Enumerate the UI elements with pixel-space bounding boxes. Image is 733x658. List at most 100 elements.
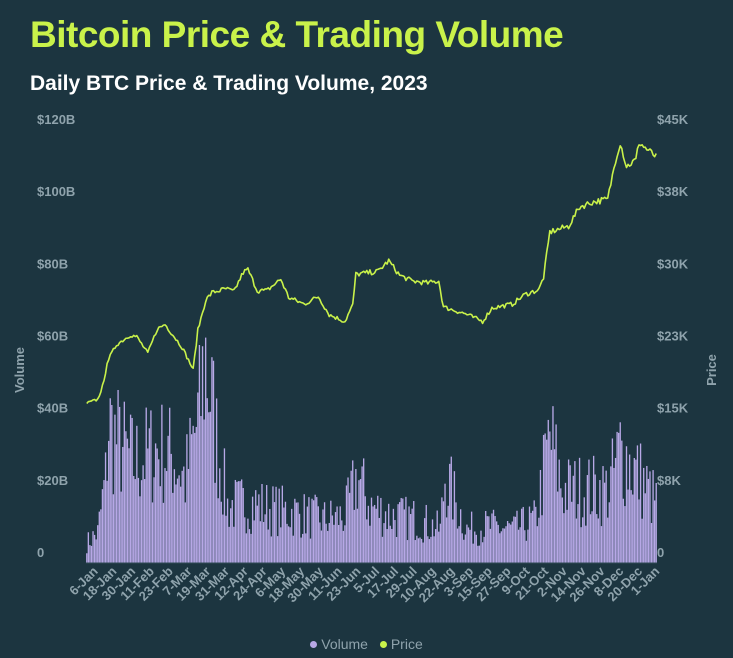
volume-bar <box>569 465 571 563</box>
y-left-tick-label: $120B <box>37 112 75 127</box>
volume-bar <box>154 443 157 563</box>
volume-bar <box>641 518 643 563</box>
volume-bar <box>639 443 642 563</box>
volume-bar <box>314 494 316 563</box>
volume-bar <box>535 506 537 563</box>
volume-bar <box>547 419 549 563</box>
volume-bar <box>469 529 471 563</box>
volume-bar <box>505 526 507 563</box>
volume-bar <box>211 357 213 563</box>
volume-bar <box>222 514 224 563</box>
legend-item-volume[interactable]: Volume <box>310 636 368 652</box>
volume-bar <box>253 520 255 563</box>
volume-bar <box>111 405 113 563</box>
volume-bar <box>485 510 487 563</box>
volume-bar <box>530 512 532 563</box>
volume-bar <box>230 508 232 563</box>
volume-bar <box>472 543 474 563</box>
volume-bar <box>649 471 651 563</box>
volume-bar <box>212 360 215 563</box>
volume-bar <box>489 528 492 563</box>
volume-bar <box>311 498 313 563</box>
volume-bar <box>655 482 657 563</box>
legend-label-price: Price <box>390 636 423 652</box>
volume-bar <box>187 468 190 563</box>
volume-bar <box>337 524 340 563</box>
volume-bar <box>170 453 172 563</box>
volume-bar <box>217 498 219 563</box>
volume-bar <box>553 449 556 563</box>
volume-bar <box>325 523 327 563</box>
chart-title: Bitcoin Price & Trading Volume <box>30 14 564 55</box>
volume-bar <box>564 482 567 563</box>
volume-bar <box>328 522 330 563</box>
volume-bar <box>488 516 490 563</box>
volume-bar <box>194 432 196 563</box>
volume-bar <box>621 440 623 563</box>
volume-bar <box>427 536 429 563</box>
volume-bar <box>492 509 495 563</box>
volume-bar <box>292 535 294 563</box>
volume-bar <box>114 414 116 563</box>
y-left-tick-label: 0 <box>37 545 44 560</box>
volume-bar <box>122 446 124 563</box>
volume-bar <box>159 486 161 563</box>
volume-bar <box>317 506 319 563</box>
volume-bar <box>320 530 323 563</box>
volume-bar <box>428 539 431 563</box>
legend-item-price[interactable]: Price <box>379 636 423 652</box>
volume-bar <box>300 537 302 563</box>
volume-bar <box>461 533 463 563</box>
y-right-tick-label: $15K <box>657 401 689 416</box>
volume-bar <box>528 506 531 563</box>
volume-bar <box>455 502 457 563</box>
volume-bar <box>499 533 501 563</box>
volume-bar <box>594 474 596 563</box>
volume-bar <box>140 480 143 563</box>
volume-bar <box>175 484 177 563</box>
volume-bar <box>549 431 551 563</box>
volume-bar <box>589 514 592 563</box>
volume-bar <box>495 521 498 563</box>
volume-bar <box>397 504 399 563</box>
volume-bar <box>449 463 451 563</box>
volume-bar <box>86 553 88 563</box>
volume-bar <box>436 510 438 563</box>
volume-bar <box>608 502 610 563</box>
volume-bar <box>434 529 437 563</box>
volume-bar <box>442 501 445 563</box>
volume-bar <box>286 523 288 563</box>
volume-bar <box>203 419 205 563</box>
volume-bar <box>414 540 416 563</box>
volume-bar <box>367 505 370 563</box>
volume-bar <box>644 493 646 563</box>
volume-bar <box>319 522 321 563</box>
volume-bar <box>445 517 448 563</box>
volume-bar <box>572 475 574 563</box>
volume-bar <box>331 515 334 563</box>
volume-bar <box>511 521 513 563</box>
volume-bar <box>536 526 538 563</box>
volume-bar <box>144 479 146 563</box>
volume-bar <box>406 540 409 563</box>
volume-bar <box>478 545 481 563</box>
volume-bar <box>322 509 324 563</box>
volume-bar <box>133 476 135 563</box>
volume-bar <box>90 545 93 563</box>
volume-bar <box>411 508 413 563</box>
volume-bar <box>377 495 379 563</box>
volume-bar <box>139 496 141 563</box>
volume-bar <box>280 527 282 563</box>
volume-bar <box>561 497 564 563</box>
volume-bar <box>281 485 283 563</box>
y-right-tick-label: $30K <box>657 256 689 271</box>
volume-bar <box>580 527 582 563</box>
volume-bar <box>134 479 136 563</box>
volume-bar <box>236 481 238 563</box>
volume-bar <box>201 346 204 563</box>
volume-bar <box>430 536 432 563</box>
volume-bar <box>173 469 176 563</box>
volume-bar <box>341 520 343 563</box>
volume-bar <box>466 524 468 563</box>
